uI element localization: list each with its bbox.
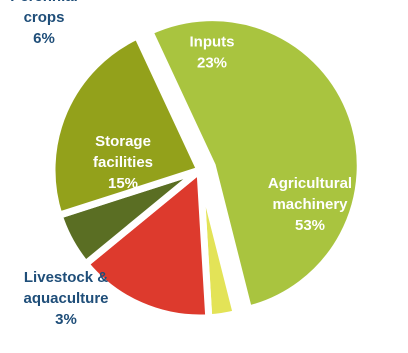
pie-slice-agricultural-machinery	[146, 14, 364, 313]
slice-name-label: facilities	[93, 154, 153, 171]
slice-label: Agricultural machinery 53%	[268, 175, 352, 234]
slice-label: Storage facilities 15%	[93, 133, 153, 192]
slice-label: Perennial crops 6%	[10, 0, 78, 47]
slice-value-label: 23%	[197, 55, 227, 72]
slice-value-label: 15%	[108, 175, 138, 192]
slice-name-label: Perennial	[10, 0, 78, 5]
pie-labels: Agricultural machinery 53% Livestock & aquac…	[10, 0, 352, 328]
pie-slice-inputs	[48, 32, 204, 219]
slice-value-label: 53%	[295, 217, 325, 234]
slice-name-label: Storage	[95, 133, 151, 150]
slice-value-label: 3%	[55, 311, 77, 328]
slice-name-label: machinery	[272, 196, 348, 213]
pie-slices	[48, 14, 364, 322]
slice-value-label: 6%	[33, 30, 55, 47]
slice-name-label: Agricultural	[268, 175, 352, 192]
slice-name-label: Inputs	[190, 34, 235, 51]
slice-label: Inputs 23%	[190, 34, 235, 72]
slice-name-label: Livestock &	[24, 269, 108, 286]
pie-slice-storage-facilities	[82, 166, 213, 322]
slice-name-label: aquaculture	[23, 290, 108, 307]
slice-label: Livestock & aquaculture 3%	[23, 269, 108, 328]
slice-name-label: crops	[24, 9, 65, 26]
